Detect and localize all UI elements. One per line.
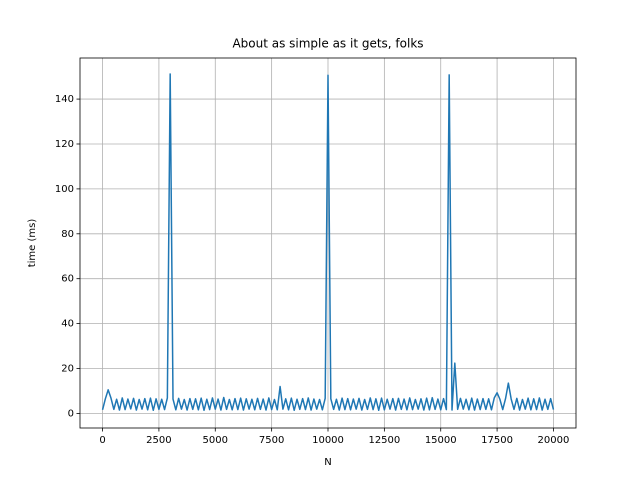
x-tick-label: 7500 [259,435,284,446]
x-tick-label: 0 [99,435,105,446]
x-tick-label: 17500 [481,435,513,446]
x-tick-label: 5000 [203,435,228,446]
x-tick-label: 15000 [425,435,457,446]
y-tick-label: 120 [55,139,74,150]
x-axis-label: N [324,457,331,468]
x-tick-label: 20000 [538,435,570,446]
y-tick-label: 100 [55,184,74,195]
y-tick-label: 140 [55,94,74,105]
y-tick-label: 40 [61,319,74,330]
chart-title: About as simple as it gets, folks [232,37,423,51]
y-axis-label: time (ms) [27,219,38,268]
x-tick-label: 10000 [312,435,344,446]
axes-frame [79,57,577,429]
y-tick-label: 20 [61,364,74,375]
data-line [101,73,555,412]
y-tick-label: 60 [61,274,74,285]
y-tick-label: 80 [61,229,74,240]
x-tick-label: 2500 [146,435,171,446]
x-tick-label: 12500 [368,435,400,446]
y-tick-label: 0 [68,408,74,419]
